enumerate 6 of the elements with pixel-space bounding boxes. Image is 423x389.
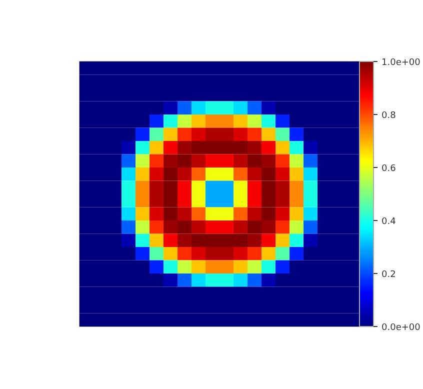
color-bar-label: 1.0e+00 [382,58,421,68]
color-bar-label: 0.2 [382,270,396,280]
color-bar-label: 0.8 [382,111,396,121]
color-bar-label: 0.0e+00 [382,323,421,333]
color-bar-label: 0.4 [382,217,396,227]
color-bar-label: 0.6 [382,164,396,174]
